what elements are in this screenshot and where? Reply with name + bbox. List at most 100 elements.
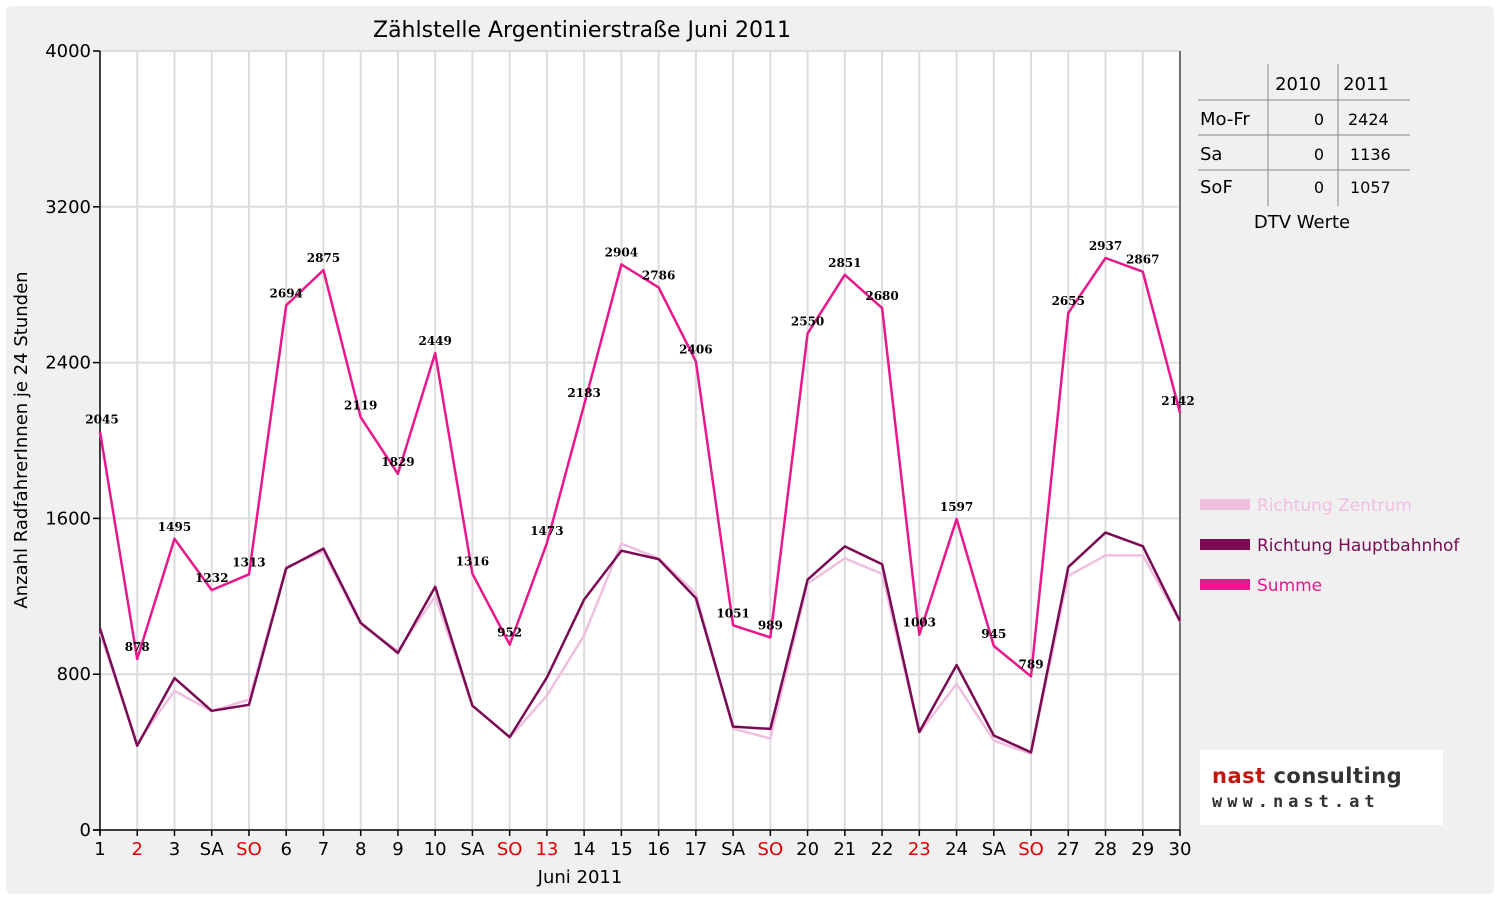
x-tick-label: 22 <box>871 839 894 860</box>
x-axis-ticks: 1 2 3 SA SO 6 7 8 9 10 SA SO 13 14 15 16 17 SA SO 20 21 22 23 2… <box>94 830 1191 860</box>
dtv-cell: 0 <box>1314 178 1324 197</box>
data-label: 1232 <box>195 571 228 585</box>
x-tick-label: 2 <box>132 839 143 860</box>
data-label: 2045 <box>85 413 118 427</box>
x-tick-label: 13 <box>535 839 558 860</box>
data-label: 789 <box>1019 657 1044 671</box>
legend-label: Richtung Hauptbahnhof <box>1257 536 1460 556</box>
dtv-row-label: Sa <box>1200 144 1222 165</box>
data-label: 945 <box>981 627 1006 641</box>
logo-name-first: nast <box>1212 764 1266 788</box>
data-label: 2937 <box>1089 239 1122 253</box>
x-tick-label: 29 <box>1131 839 1154 860</box>
plot-area <box>100 51 1180 830</box>
dtv-header-2011: 2011 <box>1343 74 1389 95</box>
x-tick-label: SO <box>1018 839 1044 860</box>
data-label: 2904 <box>605 245 638 259</box>
x-tick-label: SA <box>982 839 1007 860</box>
legend-label: Richtung Zentrum <box>1257 496 1412 516</box>
x-tick-label: 14 <box>573 839 596 860</box>
x-tick-label: 7 <box>318 839 329 860</box>
legend-swatch <box>1200 579 1250 590</box>
data-label: 952 <box>497 626 522 640</box>
x-tick-label: 6 <box>280 839 291 860</box>
x-tick-label: 8 <box>355 839 366 860</box>
y-tick-label: 1600 <box>45 508 91 529</box>
data-label: 2406 <box>679 342 712 356</box>
legend-swatch <box>1200 499 1250 510</box>
legend: Richtung Zentrum Richtung Hauptbahnhof Sum… <box>1200 496 1460 596</box>
x-tick-label: 16 <box>647 839 670 860</box>
dtv-cell: 1057 <box>1350 178 1391 197</box>
chart-title: Zählstelle Argentinierstraße Juni 2011 <box>373 18 791 43</box>
x-tick-label: SO <box>497 839 523 860</box>
dtv-header-2010: 2010 <box>1275 74 1321 95</box>
nast-consulting-logo: nast consulting www.nast.at <box>1200 750 1443 825</box>
data-label: 989 <box>758 618 783 632</box>
y-tick-label: 800 <box>57 664 91 685</box>
series-line <box>98 256 1182 678</box>
data-label: 1313 <box>232 555 265 569</box>
data-label: 2867 <box>1126 253 1159 267</box>
dtv-cell: 1136 <box>1350 145 1391 164</box>
x-tick-label: 24 <box>945 839 968 860</box>
data-label: 1495 <box>158 520 191 534</box>
x-tick-label: 17 <box>684 839 707 860</box>
x-tick-label: SA <box>460 839 485 860</box>
y-tick-label: 3200 <box>45 197 91 218</box>
axes <box>93 51 1181 834</box>
data-label: 2142 <box>1161 394 1194 408</box>
data-labels: 2045 878 1495 1232 1313 2694 2875 2119 1829 2449 1… <box>85 239 1194 671</box>
dtv-cell: 0 <box>1314 110 1324 129</box>
data-label: 1473 <box>530 524 563 538</box>
x-tick-label: 3 <box>169 839 180 860</box>
x-tick-label: SA <box>721 839 746 860</box>
x-tick-label: 21 <box>833 839 856 860</box>
data-label: 2119 <box>344 398 377 412</box>
dtv-table: 2010 2011 Mo-Fr 0 2424 Sa 0 1136 SoF 0 1… <box>1198 64 1410 233</box>
x-tick-label: 15 <box>610 839 633 860</box>
y-tick-label: 2400 <box>45 353 91 374</box>
data-label: 2183 <box>567 386 600 400</box>
x-tick-label: 20 <box>796 839 819 860</box>
x-tick-label: SO <box>758 839 784 860</box>
x-tick-label: 30 <box>1169 839 1192 860</box>
data-label: 2786 <box>642 268 675 282</box>
y-tick-label: 4000 <box>45 41 91 62</box>
data-label: 1829 <box>381 455 414 469</box>
data-label: 2655 <box>1052 294 1085 308</box>
x-tick-label: 28 <box>1094 839 1117 860</box>
data-label: 1597 <box>940 500 973 514</box>
y-axis-label: Anzahl RadfahrerInnen je 24 Stunden <box>11 271 32 608</box>
logo-name: nast consulting <box>1212 764 1402 788</box>
dtv-caption: DTV Werte <box>1254 212 1350 233</box>
dtv-row-label: SoF <box>1200 177 1233 198</box>
x-tick-label: 1 <box>94 839 105 860</box>
y-tick-label: 0 <box>80 820 91 841</box>
x-tick-label: SO <box>236 839 262 860</box>
data-label: 1003 <box>903 616 936 630</box>
series-line <box>98 531 1182 754</box>
legend-label: Summe <box>1257 576 1322 596</box>
series-lines <box>98 256 1182 756</box>
x-tick-label: 9 <box>392 839 403 860</box>
dtv-row-label: Mo-Fr <box>1200 109 1250 130</box>
data-label: 878 <box>125 640 150 654</box>
data-label: 2851 <box>828 256 861 270</box>
data-label: 2680 <box>865 289 898 303</box>
data-label: 2550 <box>791 314 824 328</box>
logo-name-rest: consulting <box>1265 764 1403 788</box>
x-tick-label: 27 <box>1057 839 1080 860</box>
logo-url: www.nast.at <box>1212 792 1380 812</box>
data-label: 2875 <box>307 251 340 265</box>
data-label: 2694 <box>270 286 303 300</box>
x-tick-label: 23 <box>908 839 931 860</box>
x-tick-label: SA <box>200 839 225 860</box>
x-tick-label: 10 <box>424 839 447 860</box>
data-label: 1316 <box>456 555 489 569</box>
dtv-cell: 2424 <box>1348 110 1389 129</box>
data-label: 1051 <box>716 606 749 620</box>
y-axis-ticks: 0 800 1600 2400 3200 4000 <box>45 41 100 841</box>
data-label: 2449 <box>418 334 451 348</box>
